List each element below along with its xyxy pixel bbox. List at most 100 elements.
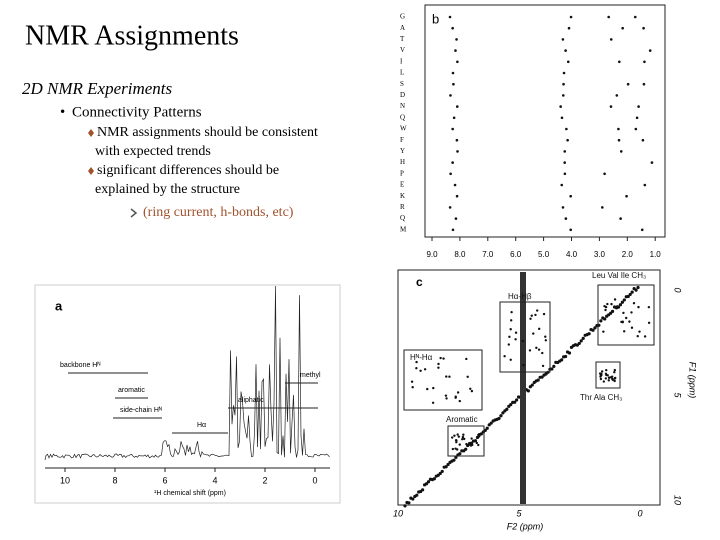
cross-peak xyxy=(636,334,639,338)
diagonal-dot xyxy=(536,378,540,382)
cross-peak xyxy=(532,332,535,335)
residue-label: Q xyxy=(400,214,405,222)
peak-dot xyxy=(625,194,628,198)
residue-label: I xyxy=(400,57,403,65)
cross-peak xyxy=(534,313,537,317)
cross-peak xyxy=(415,366,418,370)
cross-peak xyxy=(454,396,457,399)
diagonal-dot xyxy=(458,452,462,456)
cross-peak xyxy=(603,304,606,308)
cross-peak xyxy=(448,375,451,378)
cross-peak xyxy=(509,328,512,331)
diagonal-dot xyxy=(513,400,517,404)
cross-peak xyxy=(462,433,465,436)
x-tick-label: 7.0 xyxy=(482,250,494,259)
cross-peak xyxy=(542,312,546,316)
cross-peak xyxy=(451,447,455,451)
peak-dot xyxy=(562,71,566,75)
diagonal-dot xyxy=(530,383,534,387)
x-axis-label: F2 (ppm) xyxy=(507,521,544,531)
y-tick-label: 10 xyxy=(673,495,683,505)
x-tick-label: 9.0 xyxy=(426,250,438,259)
cross-peak xyxy=(647,321,651,325)
diamond-marker xyxy=(88,129,94,137)
diagonal-dot xyxy=(581,336,585,340)
cross-peak xyxy=(620,320,623,324)
diagonal-dot xyxy=(444,465,448,469)
diagonal-dot xyxy=(563,354,568,359)
y-axis-label: F1 (ppm) xyxy=(688,362,698,399)
peak-dot xyxy=(455,38,458,41)
diagonal-dot xyxy=(509,403,513,407)
peak-dot xyxy=(619,150,623,153)
peak-dot xyxy=(619,217,622,220)
cross-peak xyxy=(475,441,479,445)
x-tick-label: 1.0 xyxy=(650,250,662,259)
cross-peak xyxy=(423,368,427,371)
cross-peak xyxy=(529,317,532,320)
residue-label: G xyxy=(400,13,405,21)
water-line xyxy=(520,272,526,504)
peak-dot xyxy=(621,26,624,30)
spectrum xyxy=(44,285,330,461)
diagonal-dot xyxy=(454,455,458,460)
diagonal-dot xyxy=(593,326,597,330)
cross-peak xyxy=(613,370,616,374)
diagonal-dot xyxy=(499,414,503,418)
peak-dot xyxy=(569,228,573,232)
bullet: Connectivity Patterns xyxy=(72,104,202,120)
figure-label: a xyxy=(55,298,63,313)
peak-dot xyxy=(561,94,565,97)
peak-dot xyxy=(607,15,610,19)
region-box xyxy=(595,361,621,389)
cross-peak xyxy=(466,375,469,378)
cross-peak xyxy=(411,386,414,389)
cross-peak xyxy=(514,338,517,341)
peak-dot xyxy=(562,82,565,86)
diamond-marker xyxy=(88,167,94,175)
x-tick-label: 5.0 xyxy=(538,250,550,259)
diagonal-dot xyxy=(540,375,544,379)
peak-dot xyxy=(633,15,637,19)
peak-dot xyxy=(634,127,638,131)
peak-dot xyxy=(618,60,621,64)
peak-dot xyxy=(600,206,604,209)
cross-peak xyxy=(605,373,608,377)
cross-peak xyxy=(437,366,440,369)
diagonal-dot xyxy=(579,339,583,343)
cross-peak xyxy=(603,317,606,321)
cross-peak xyxy=(602,330,605,333)
diagonal-dot xyxy=(473,439,478,443)
cross-peak xyxy=(469,442,473,445)
x-tick-label: 3.0 xyxy=(594,250,606,259)
cross-peak xyxy=(637,305,640,309)
bullet-item: significant differences should be explain… xyxy=(95,163,279,197)
diagonal-dot xyxy=(622,298,626,302)
x-tick-label: 2 xyxy=(262,475,267,485)
diagonal-dot xyxy=(446,462,450,467)
peak-dot xyxy=(615,94,619,97)
peak-dot xyxy=(455,105,459,108)
diagonal-dot xyxy=(421,488,425,492)
peak-dot xyxy=(453,183,457,187)
cross-peak xyxy=(624,316,628,320)
peak-dot xyxy=(448,206,452,209)
diagonal-dot xyxy=(550,367,554,371)
cross-peak xyxy=(507,343,511,346)
cross-peak xyxy=(477,443,480,447)
cross-peak xyxy=(510,310,513,314)
y-tick-label: 5 xyxy=(673,392,683,398)
cross-peak xyxy=(535,346,538,350)
diagonal-dot xyxy=(591,328,595,332)
cross-peak xyxy=(605,368,608,372)
x-tick-label: 5 xyxy=(516,508,522,518)
peak-dot xyxy=(640,228,644,232)
diagonal-dot xyxy=(415,493,419,497)
cross-peak xyxy=(415,360,418,364)
diagonal-dot xyxy=(407,501,411,505)
residue-label: L xyxy=(400,69,404,77)
peak-dot xyxy=(560,116,564,120)
peak-dot xyxy=(563,172,567,176)
diagonal-dot xyxy=(489,421,493,425)
diagonal-dot xyxy=(636,285,640,290)
